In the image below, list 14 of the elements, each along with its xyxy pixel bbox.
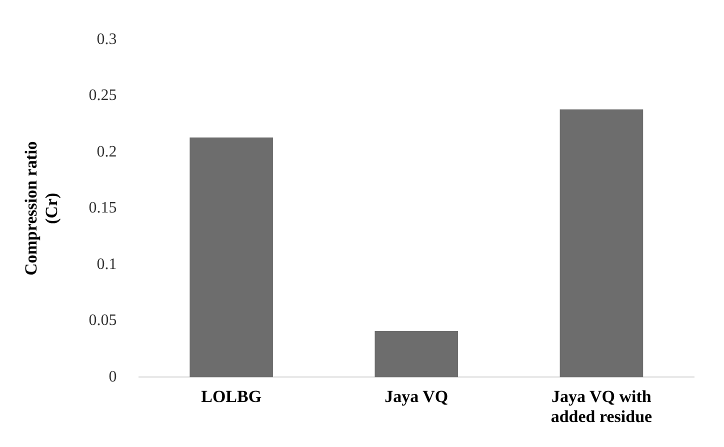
y-tick-label: 0 — [108, 368, 117, 386]
y-tick-label: 0.2 — [96, 143, 117, 160]
y-tick-label: 0.05 — [88, 312, 117, 330]
x-tick-label: Jaya VQ — [384, 386, 448, 406]
x-tick-label: LOLBG — [201, 386, 262, 406]
y-axis-title: Compression ratio (Cr) — [22, 141, 61, 276]
bar — [190, 138, 273, 378]
bar — [374, 331, 458, 378]
y-tick-label: 0.1 — [96, 256, 117, 273]
y-tick-label: 0.3 — [96, 30, 117, 48]
x-tick-label: Jaya VQ with added residue — [550, 386, 653, 426]
y-tick-label: 0.25 — [88, 87, 117, 104]
y-tick-label: 0.15 — [88, 200, 117, 217]
bar — [560, 109, 644, 378]
